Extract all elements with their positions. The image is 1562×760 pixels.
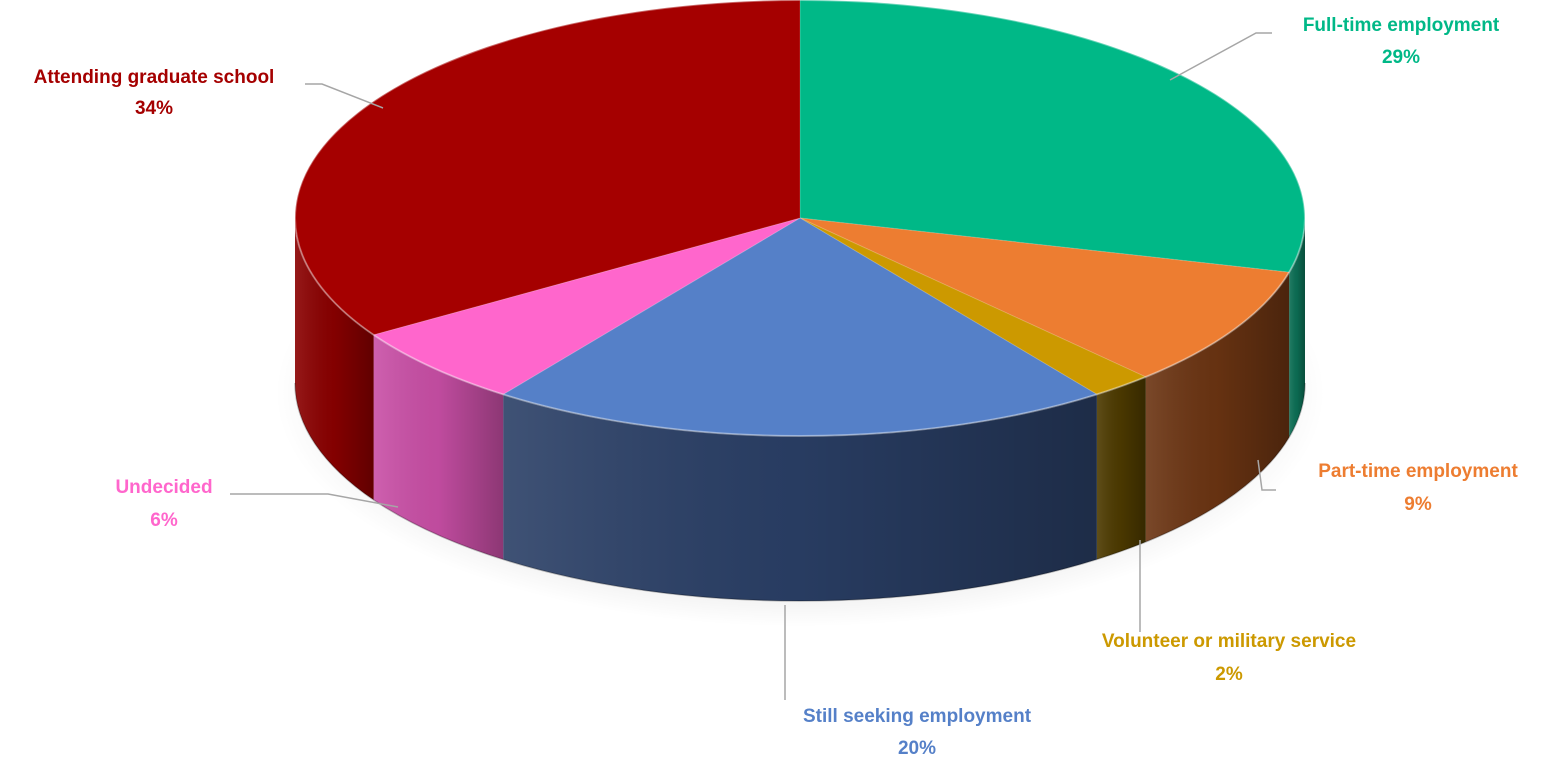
pie-side-attending-graduate-school-shade [295,218,374,500]
pie-slice-full-time-employment [799,0,1306,273]
pie-side-still-seeking-employment-shade [503,394,1097,602]
data-value-part-time-employment: 9% [1404,494,1432,515]
data-value-undecided: 6% [150,510,178,531]
pie-bottom-rim [294,382,1306,602]
leader-line-undecided [230,493,399,508]
pie-slice-volunteer-or-military-service [799,217,1147,395]
pie-slice-undecided [372,217,801,395]
data-label-undecided: Undecided [115,477,212,498]
data-value-still-seeking-employment: 20% [898,738,936,759]
pie-side-undecided-shade [373,334,504,560]
pie-sides [294,218,1306,602]
data-label-attending-graduate-school: Attending graduate school [34,67,275,88]
pie-slice-attending-graduate-school [294,0,801,336]
leader-line-part-time-employment [1257,459,1276,491]
leader-line-attending-graduate-school [305,83,384,109]
data-label-part-time-employment: Part-time employment [1318,461,1518,482]
pie-side-volunteer-or-military-service-shade [1096,376,1146,560]
data-label-volunteer-or-military-service: Volunteer or military service [1102,631,1356,652]
leader-line-full-time-employment [1169,32,1272,81]
pie-top-edge [294,0,1306,437]
data-value-full-time-employment: 29% [1382,47,1420,68]
leader-lines [230,32,1276,700]
pie-slice-part-time-employment [799,217,1290,378]
data-label-still-seeking-employment: Still seeking employment [803,706,1032,727]
data-labels: Full-time employment 29% Part-time employm… [34,15,1519,759]
pie-side-part-time-employment-shade [1145,272,1290,542]
pie-side-full-time-employment-shade [1289,218,1305,438]
data-value-attending-graduate-school: 34% [135,98,173,119]
pie-top [294,0,1306,437]
data-value-volunteer-or-military-service: 2% [1215,664,1243,685]
pie-slice-still-seeking-employment [501,217,1099,437]
data-label-full-time-employment: Full-time employment [1303,15,1500,36]
